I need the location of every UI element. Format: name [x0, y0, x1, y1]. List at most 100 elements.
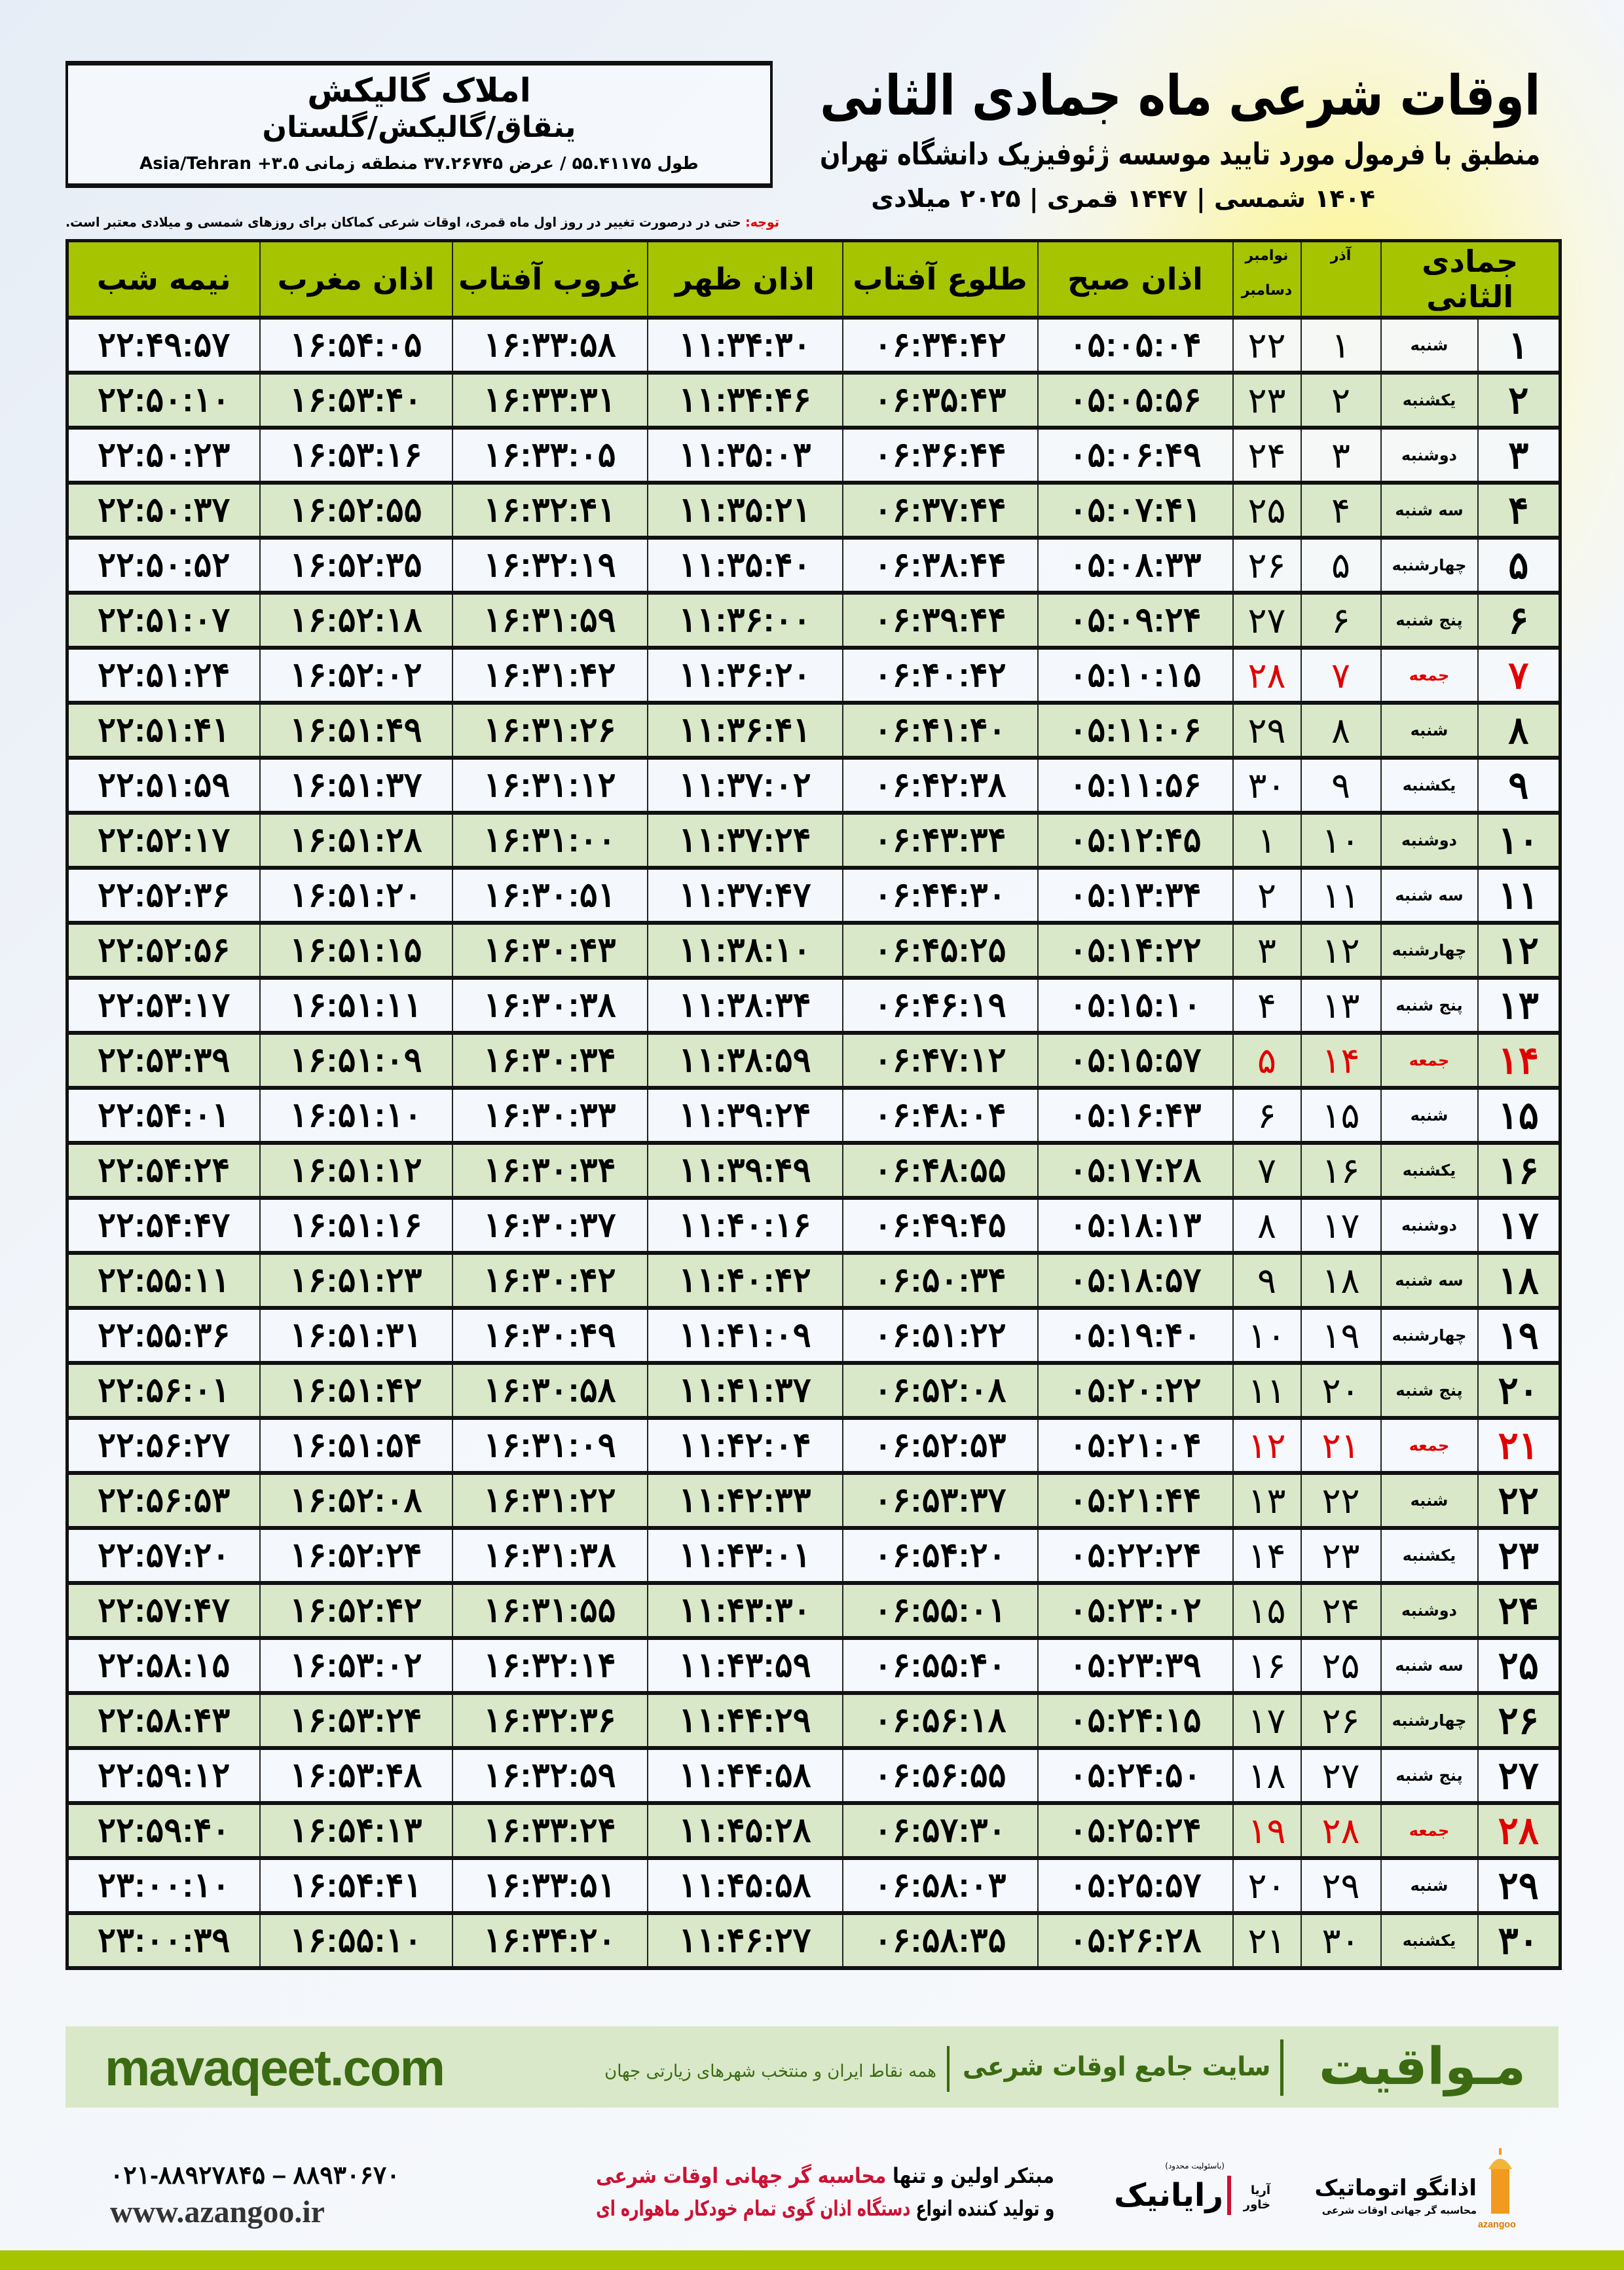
- hijri-day: ۹: [1477, 758, 1560, 815]
- location-coordinates: طول ۵۵.۴۱۱۷۵ / عرض ۳۷.۲۶۷۴۵ منطقه زمانی …: [139, 154, 699, 174]
- promo-1b: محاسبه گر جهانی اوقات شرعی: [596, 2163, 887, 2188]
- note-label: توجه:: [745, 214, 779, 230]
- sunrise-time: ۰۶:۵۵:۴۰: [841, 1638, 1038, 1695]
- table-row: ۲۱ جمعه ۲۱ ۱۲ ۰۵:۲۱:۰۴ ۰۶:۵۲:۵۳ ۱۱:۴۲:۰۴ ۱۶:۳۱:…: [66, 1418, 1560, 1475]
- hijri-day: ۲۳: [1477, 1528, 1560, 1585]
- dhuhr-time: ۱۱:۳۴:۴۶: [646, 373, 843, 430]
- fajr-time: ۰۵:۰۵:۵۶: [1037, 373, 1233, 430]
- banner-subtext: همه نقاط ایران و منتخب شهرهای زیارتی جها…: [604, 2062, 936, 2081]
- gregorian-day: ۱۰: [1232, 1308, 1301, 1365]
- gregorian-day: ۳: [1232, 923, 1301, 980]
- gregorian-day: ۲۵: [1232, 483, 1301, 540]
- weekday: یکشنبه: [1380, 1528, 1478, 1585]
- sunset-time: ۱۶:۳۱:۱۲: [451, 758, 648, 815]
- weekday: یکشنبه: [1380, 758, 1478, 815]
- page-subtitle: منطبق با فرمول مورد تایید موسسه ژئوفیزیک…: [819, 136, 1540, 172]
- fajr-time: ۰۵:۲۳:۳۹: [1037, 1638, 1233, 1695]
- gregorian-day: ۱۸: [1232, 1748, 1301, 1805]
- table-row: ۲۹ شنبه ۲۹ ۲۰ ۰۵:۲۵:۵۷ ۰۶:۵۸:۰۳ ۱۱:۴۵:۵۸ ۱۶:۳۳:…: [66, 1858, 1560, 1915]
- azangoo-logo-sub: محاسبه گر جهانی اوقات شرعی: [1321, 2205, 1477, 2216]
- midnight-time: ۲۲:۵۶:۲۷: [66, 1418, 260, 1475]
- weekday: جمعه: [1380, 1033, 1478, 1090]
- table-row: ۱۳ پنج شنبه ۱۳ ۴ ۰۵:۱۵:۱۰ ۰۶:۴۶:۱۹ ۱۱:۳۸:۳۴ ۱۶:…: [66, 978, 1560, 1035]
- sunrise-time: ۰۶:۳۵:۴۳: [841, 373, 1038, 430]
- hijri-day: ۲۷: [1477, 1748, 1560, 1805]
- midnight-time: ۲۲:۵۸:۱۵: [66, 1638, 260, 1695]
- weekday: شنبه: [1380, 1858, 1478, 1915]
- midnight-time: ۲۲:۵۳:۳۹: [66, 1033, 260, 1090]
- sunset-time: ۱۶:۳۰:۴۲: [451, 1253, 648, 1310]
- weekday: دوشنبه: [1380, 813, 1478, 870]
- gregorian-day: ۲۲: [1232, 318, 1301, 375]
- fajr-time: ۰۵:۱۵:۱۰: [1037, 978, 1233, 1035]
- fajr-time: ۰۵:۲۵:۲۴: [1037, 1803, 1233, 1860]
- sunrise-time: ۰۶:۵۵:۰۱: [841, 1583, 1038, 1640]
- banner-domain-link[interactable]: mavaqeet.com: [105, 2039, 445, 2096]
- fajr-time: ۰۵:۲۰:۲۲: [1037, 1363, 1233, 1420]
- table-row: ۲۴ دوشنبه ۲۴ ۱۵ ۰۵:۲۳:۰۲ ۰۶:۵۵:۰۱ ۱۱:۴۳:۳۰ ۱۶:۳…: [66, 1583, 1560, 1640]
- azar-day: ۲۳: [1300, 1528, 1381, 1585]
- table-body: ۱ شنبه ۱ ۲۲ ۰۵:۰۵:۰۴ ۰۶:۳۴:۴۲ ۱۱:۳۴:۳۰ ۱۶:۳۳:۵۸…: [66, 318, 1560, 1970]
- sunset-time: ۱۶:۳۳:۲۴: [451, 1803, 648, 1860]
- azar-day: ۲۲: [1300, 1473, 1381, 1530]
- mavaqeet-banner: mavaqeet.com مـواقیت سایت جامع اوقات شرع…: [65, 2026, 1559, 2108]
- weekday: شنبه: [1380, 1473, 1478, 1530]
- azar-day: ۱۴: [1300, 1033, 1381, 1090]
- maghrib-time: ۱۶:۵۱:۰۹: [259, 1033, 452, 1090]
- fajr-time: ۰۵:۲۱:۰۴: [1037, 1418, 1233, 1475]
- sunset-time: ۱۶:۳۲:۱۹: [451, 538, 648, 595]
- maghrib-time: ۱۶:۵۴:۴۱: [259, 1858, 452, 1915]
- gregorian-day: ۲۹: [1232, 703, 1301, 760]
- maghrib-time: ۱۶:۵۱:۱۶: [259, 1198, 452, 1255]
- hijri-day: ۱۶: [1477, 1143, 1560, 1200]
- weekday: دوشنبه: [1380, 428, 1478, 485]
- sunset-time: ۱۶:۳۱:۲۲: [451, 1473, 648, 1530]
- dhuhr-time: ۱۱:۴۱:۳۷: [646, 1363, 843, 1420]
- dhuhr-time: ۱۱:۳۷:۰۲: [646, 758, 843, 815]
- sunset-time: ۱۶:۳۰:۵۱: [451, 868, 648, 925]
- gregorian-day: ۲۰: [1232, 1858, 1301, 1915]
- hijri-day: ۲۱: [1477, 1418, 1560, 1475]
- fajr-time: ۰۵:۱۰:۱۵: [1037, 648, 1233, 705]
- gregorian-day: ۷: [1232, 1143, 1301, 1200]
- azar-day: ۱: [1300, 318, 1381, 375]
- maghrib-time: ۱۶:۵۱:۲۰: [259, 868, 452, 925]
- dhuhr-time: ۱۱:۳۷:۲۴: [646, 813, 843, 870]
- hijri-day: ۲۴: [1477, 1583, 1560, 1640]
- azar-day: ۲۰: [1300, 1363, 1381, 1420]
- midnight-time: ۲۲:۵۲:۵۶: [66, 923, 260, 980]
- weekday: شنبه: [1380, 703, 1478, 760]
- hijri-day: ۱۷: [1477, 1198, 1560, 1255]
- azar-day: ۲۶: [1300, 1693, 1381, 1750]
- hijri-day: ۱۵: [1477, 1088, 1560, 1145]
- maghrib-time: ۱۶:۵۱:۲۳: [259, 1253, 452, 1310]
- hijri-day: ۲۶: [1477, 1693, 1560, 1750]
- note: توجه: حتی در درصورت تغییر در روز اول ماه…: [65, 214, 779, 231]
- hijri-day: ۳۰: [1477, 1913, 1560, 1970]
- maghrib-time: ۱۶:۵۳:۰۲: [259, 1638, 452, 1695]
- dhuhr-time: ۱۱:۳۸:۳۴: [646, 978, 843, 1035]
- contact-website-link[interactable]: www.azangoo.ir: [110, 2195, 325, 2229]
- midnight-time: ۲۲:۵۰:۱۰: [66, 373, 260, 430]
- col-dhuhr: اذان ظهر: [646, 240, 843, 320]
- fajr-time: ۰۵:۰۸:۳۳: [1037, 538, 1233, 595]
- azar-day: ۱۶: [1300, 1143, 1381, 1200]
- col-greg-top: نوامبر: [1245, 248, 1289, 264]
- gregorian-day: ۱۶: [1232, 1638, 1301, 1695]
- azar-day: ۱۷: [1300, 1198, 1381, 1255]
- fajr-time: ۰۵:۰۷:۴۱: [1037, 483, 1233, 540]
- midnight-time: ۲۲:۵۴:۴۷: [66, 1198, 260, 1255]
- azangoo-logo: اذانگو اتوماتیک محاسبه گر جهانی اوقات شر…: [1300, 2148, 1516, 2237]
- maghrib-time: ۱۶:۵۱:۵۴: [259, 1418, 452, 1475]
- fajr-time: ۰۵:۱۴:۲۲: [1037, 923, 1233, 980]
- gregorian-day: ۱۹: [1232, 1803, 1301, 1860]
- gregorian-day: ۴: [1232, 978, 1301, 1035]
- weekday: چهارشنبه: [1380, 538, 1478, 595]
- sunrise-time: ۰۶:۴۰:۴۲: [841, 648, 1038, 705]
- sunrise-time: ۰۶:۴۶:۱۹: [841, 978, 1038, 1035]
- fajr-time: ۰۵:۰۹:۲۴: [1037, 593, 1233, 650]
- azangoo-logo-text: اذانگو اتوماتیک: [1314, 2175, 1477, 2201]
- weekday: جمعه: [1380, 1418, 1478, 1475]
- azar-day: ۲۴: [1300, 1583, 1381, 1640]
- fajr-time: ۰۵:۲۱:۴۴: [1037, 1473, 1233, 1530]
